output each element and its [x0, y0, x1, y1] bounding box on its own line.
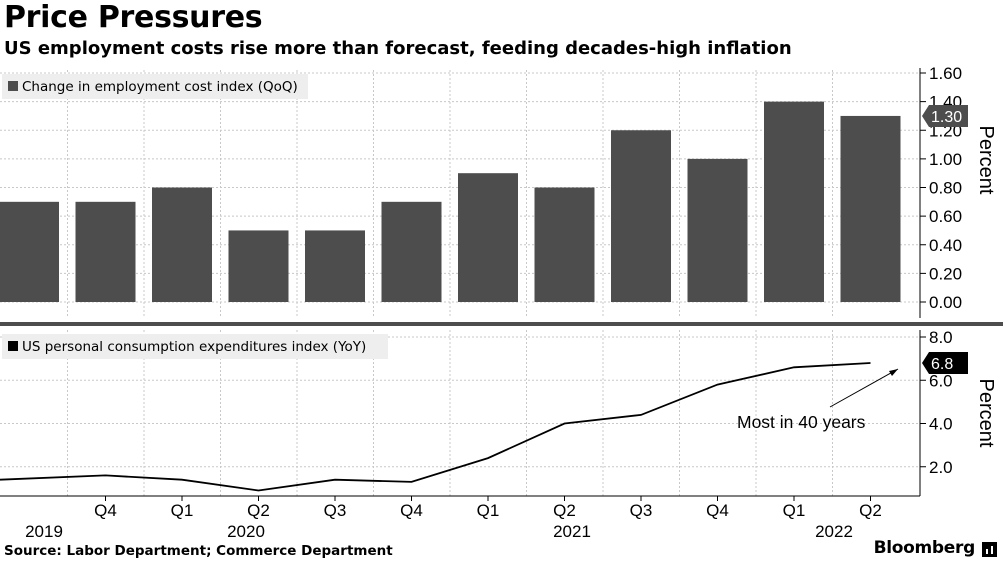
axes: 0.000.200.400.600.801.001.201.401.602.04… — [0, 64, 1003, 541]
legend-top-label: Change in employment cost index (QoQ) — [22, 79, 298, 95]
top-value-flag: 1.30 — [922, 104, 968, 127]
legend-bottom-label: US personal consumption expenditures ind… — [22, 339, 366, 355]
bar — [764, 101, 824, 302]
x-year-label: 2020 — [227, 522, 265, 541]
legend-top: Change in employment cost index (QoQ) — [2, 74, 308, 99]
top-y-tick-label: 0.20 — [929, 264, 962, 283]
panel-divider — [0, 322, 1003, 326]
x-tick-label: Q3 — [630, 501, 653, 520]
top-y-tick-label: 0.40 — [929, 236, 962, 255]
bar — [458, 173, 518, 302]
top-y-tick-label: 0.80 — [929, 179, 962, 198]
source-note: Source: Labor Department; Commerce Depar… — [4, 543, 393, 559]
bar — [534, 187, 595, 302]
x-tick-label: Q4 — [400, 501, 423, 520]
bar — [611, 130, 671, 302]
bloomberg-chart-icon — [982, 542, 997, 557]
bloomberg-logo: Bloomberg — [873, 538, 976, 558]
bar — [0, 201, 59, 302]
bottom-y-tick-label: 4.0 — [929, 415, 953, 434]
legend-top-swatch — [8, 81, 18, 91]
x-tick-label: Q1 — [171, 501, 194, 520]
bar — [152, 187, 212, 302]
x-tick-label: Q2 — [553, 501, 576, 520]
bottom-value-flag: 6.8 — [922, 351, 968, 374]
x-year-label: 2022 — [815, 522, 853, 541]
top-y-tick-label: 0.00 — [929, 293, 962, 312]
chart-title: Price Pressures — [4, 0, 263, 35]
x-tick-label: Q4 — [94, 501, 117, 520]
top-y-axis-title: Percent — [975, 126, 997, 195]
annotation-arrow — [829, 368, 899, 408]
bottom-y-tick-label: 6.0 — [929, 371, 953, 390]
legend-bottom-box — [2, 334, 388, 359]
x-year-label: 2021 — [553, 522, 591, 541]
top-y-tick-label: 0.60 — [929, 207, 962, 226]
bottom-y-tick-label: 2.0 — [929, 458, 953, 477]
top-value-label: 1.30 — [931, 109, 962, 126]
x-tick-label: Q2 — [247, 501, 270, 520]
x-tick-label: Q1 — [477, 501, 500, 520]
bar — [687, 158, 748, 302]
annotation-text: Most in 40 years — [737, 412, 866, 432]
bar — [75, 201, 136, 302]
bottom-value-label: 6.8 — [931, 356, 953, 373]
bar-series — [0, 101, 901, 302]
top-y-tick-label: 1.00 — [929, 150, 962, 169]
bar — [840, 115, 901, 302]
legend-bottom: US personal consumption expenditures ind… — [2, 334, 388, 359]
x-tick-label: Q1 — [783, 501, 806, 520]
bar — [381, 201, 442, 302]
legend-bottom-swatch — [8, 341, 18, 351]
bottom-y-axis-title: Percent — [975, 379, 997, 448]
bottom-y-tick-label: 8.0 — [929, 328, 953, 347]
pce-line — [0, 362, 871, 492]
bar — [228, 230, 289, 302]
x-tick-label: Q3 — [324, 501, 347, 520]
top-y-tick-label: 1.60 — [929, 64, 962, 83]
line-series — [0, 362, 871, 492]
bar — [305, 230, 365, 302]
legend-top-box — [2, 74, 308, 99]
chart-subtitle: US employment costs rise more than forec… — [4, 38, 792, 59]
x-tick-label: Q2 — [859, 501, 882, 520]
x-tick-label: Q4 — [706, 501, 729, 520]
annotation-arrowhead — [889, 369, 898, 376]
x-year-label: 2019 — [25, 522, 63, 541]
